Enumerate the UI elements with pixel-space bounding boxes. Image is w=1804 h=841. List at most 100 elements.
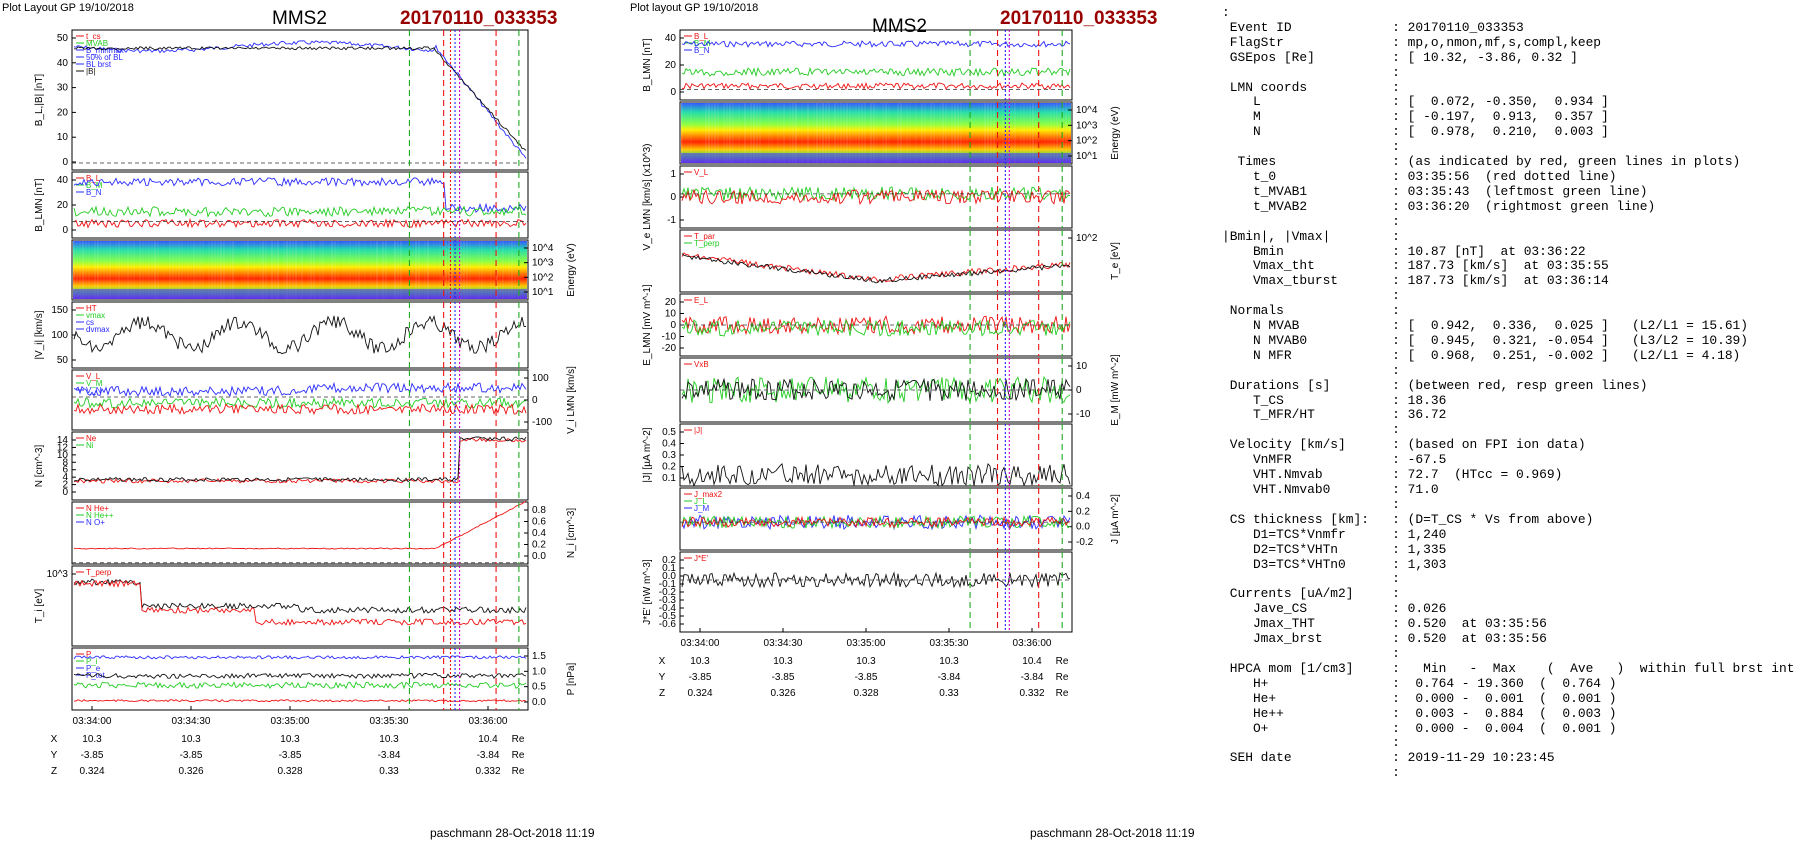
spectrogram-texture — [349, 241, 351, 299]
spectrogram-texture — [1014, 103, 1016, 163]
spectrogram-texture — [978, 103, 980, 163]
legend-entry: VxB — [694, 360, 709, 369]
series-line — [681, 252, 1071, 283]
spectrogram-texture — [780, 103, 782, 163]
position-value: 10.3 — [280, 734, 300, 745]
spectrogram-texture — [370, 241, 372, 299]
y-tick-label: 10^2 — [1076, 233, 1098, 244]
info-line: D2=TCS*VHTn : 1,335 — [1222, 541, 1447, 557]
spectrogram-texture — [424, 241, 426, 299]
panel-0: 50 40 30 20 10 0 B_L,|B| [nT] t_csMVABB_minmax5… — [34, 29, 529, 171]
y-tick-label: 150 — [51, 305, 68, 316]
legend-entry: |J| — [694, 426, 702, 435]
y-tick-label: 10 — [665, 309, 677, 320]
spectrogram-texture — [828, 103, 830, 163]
spectrogram-texture — [451, 241, 453, 299]
spectrogram-texture — [217, 241, 219, 299]
info-line: N : [ 0.978, 0.210, 0.003 ] — [1222, 124, 1609, 140]
y-tick-label: 0 — [62, 487, 68, 498]
spectrogram-texture — [124, 241, 126, 299]
y-tick-label: 4 — [62, 472, 68, 483]
legend-entry: Ne — [86, 434, 97, 443]
spectrogram-texture — [750, 103, 752, 163]
info-line: VHT.Nmvab0 : 71.0 — [1222, 482, 1439, 497]
position-value: -3.85 — [180, 750, 203, 761]
spectrogram-texture — [319, 241, 321, 299]
y-tick-label: 50 — [57, 33, 69, 44]
y-axis-label: B_L,|B| [nT] — [34, 74, 45, 127]
series-line — [73, 500, 527, 550]
spectrogram-texture — [957, 103, 959, 163]
y-tick-label: 0.4 — [532, 528, 546, 539]
spectrogram-texture — [861, 103, 863, 163]
spectrogram-texture — [885, 103, 887, 163]
spectrogram-texture — [322, 241, 324, 299]
legend-entry: E_L — [694, 296, 709, 305]
spectrogram-texture — [466, 241, 468, 299]
spectrogram-texture — [726, 103, 728, 163]
spectrogram-texture — [121, 241, 123, 299]
spectrogram-texture — [1044, 103, 1046, 163]
y-tick-label: 10^4 — [532, 243, 554, 254]
panel-5: 10 0 -10 E_M [mW m^-2] VxB — [679, 354, 1121, 426]
spectrogram-texture — [439, 241, 441, 299]
spectrogram-texture — [813, 103, 815, 163]
panel-6: 0.80.60.40.20.0 N_i [cm^-3] N He+N He++N O… — [71, 500, 577, 565]
legend-entry: B_M — [86, 181, 103, 190]
y-tick-label: -0.5 — [659, 611, 677, 622]
spectrogram-texture — [1068, 103, 1070, 163]
spectrogram-texture — [933, 103, 935, 163]
spectrogram-texture — [154, 241, 156, 299]
info-line: D1=TCS*Vnmfr : 1,240 — [1222, 526, 1447, 542]
position-value: 0.328 — [853, 688, 878, 699]
spectrogram-texture — [795, 103, 797, 163]
legend-entry: J_L — [694, 497, 707, 506]
legend-entry: |B| — [86, 67, 96, 76]
spectrogram-texture — [1050, 103, 1052, 163]
series-line — [73, 436, 527, 483]
info-line: : — [1222, 496, 1400, 512]
spectrogram-texture — [175, 241, 177, 299]
spectrogram-texture — [690, 103, 692, 163]
legend-entry: HT — [86, 304, 97, 313]
info-line: Durations [s] : (between red, resp green… — [1222, 377, 1648, 393]
legend-entry: MVAB — [86, 39, 108, 48]
spectrogram-texture — [876, 103, 878, 163]
spectrogram-texture — [711, 103, 713, 163]
spectrogram-texture — [511, 241, 513, 299]
spectrogram-texture — [394, 241, 396, 299]
legend-entry: V_N — [86, 386, 102, 395]
spectrogram-texture — [73, 241, 75, 299]
position-value: -3.85 — [279, 750, 302, 761]
spectrogram-texture — [271, 241, 273, 299]
spectrogram-texture — [460, 241, 462, 299]
spectrogram-texture — [364, 241, 366, 299]
info-line: M : [ -0.197, 0.913, 0.357 ] — [1222, 109, 1609, 125]
middle-event-id: 20170110_033353 — [1000, 8, 1158, 29]
legend-entry: P_e — [86, 664, 101, 673]
y-tick-label: 1.0 — [532, 666, 546, 677]
spectrogram-texture — [100, 241, 102, 299]
y-tick-label: 40 — [57, 58, 69, 69]
spectrogram-texture — [1047, 103, 1049, 163]
info-line: : — [1222, 64, 1400, 80]
spectrogram-texture — [723, 103, 725, 163]
y-tick-label: 0.0 — [532, 551, 546, 562]
info-line: t_0 : 03:35:56 (red dotted line) — [1222, 168, 1617, 184]
y-tick-label: 0.1 — [662, 473, 676, 484]
position-value: 10.4 — [478, 734, 498, 745]
spectrogram-texture — [415, 241, 417, 299]
spectrogram-texture — [948, 103, 950, 163]
legend-entry: BL brst — [86, 60, 112, 69]
spectrogram-texture — [987, 103, 989, 163]
spectrogram-texture — [837, 103, 839, 163]
spectrogram-texture — [457, 241, 459, 299]
y-tick-label: -10 — [1076, 409, 1091, 420]
spectrogram-texture — [301, 241, 303, 299]
spectrogram-texture — [109, 241, 111, 299]
panel-frame — [71, 29, 529, 171]
y-tick-label: 0 — [670, 192, 676, 203]
